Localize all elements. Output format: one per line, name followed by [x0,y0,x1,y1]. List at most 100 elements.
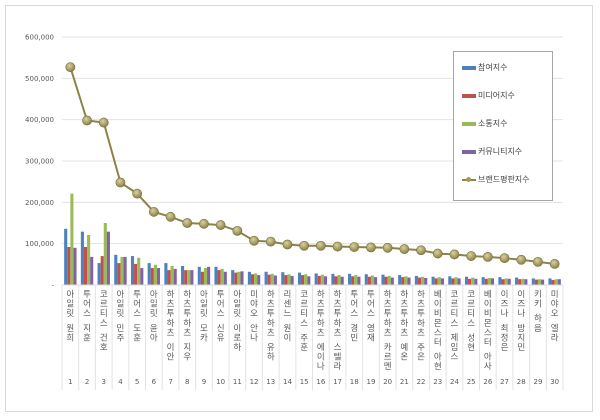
bar [457,278,461,285]
bar [551,280,555,285]
line-marker [499,253,510,264]
svg-text:로: 로 [233,333,241,343]
line-marker [399,244,410,254]
svg-text:라: 라 [551,333,559,343]
bar [234,272,238,285]
svg-text:어: 어 [217,299,225,310]
bar [454,277,458,285]
svg-text:몬: 몬 [484,319,492,329]
y-tick-label: 400,000 [25,116,54,124]
svg-text:투: 투 [417,309,425,319]
bar [184,270,188,285]
svg-text:스: 스 [350,309,358,319]
svg-text:도: 도 [133,324,141,334]
svg-text:우: 우 [183,353,191,363]
x-rank-label: 2 [85,378,89,386]
line-marker [366,242,376,253]
svg-text:최: 최 [501,323,509,334]
bar [307,276,311,285]
legend-item-participation: 참여지수 [462,62,507,73]
bar [414,275,418,285]
svg-text:츠: 츠 [334,300,342,310]
bar [434,278,438,285]
svg-text:하: 하 [384,318,392,329]
line-marker [199,218,209,229]
svg-text:카: 카 [200,333,208,343]
svg-text:하: 하 [417,318,425,329]
bar [287,274,291,285]
svg-text:원: 원 [284,324,292,334]
svg-text:티: 티 [100,309,108,319]
svg-text:투: 투 [400,309,408,319]
svg-text:안: 안 [250,323,258,334]
svg-text:주: 주 [117,333,125,343]
bar [464,276,469,285]
line-marker [282,239,293,250]
line-marker [332,241,343,252]
legend-item-media: 미디어지수 [462,90,515,101]
x-rank-label: 15 [300,378,309,386]
bar [320,274,324,285]
svg-text:일: 일 [150,300,158,310]
svg-text:즈: 즈 [517,300,525,310]
svg-text:카: 카 [384,343,392,353]
svg-text:일: 일 [233,300,241,310]
x-rank-label: 10 [216,378,225,386]
svg-text:르: 르 [300,300,308,310]
x-rank-label: 17 [333,378,342,386]
svg-text:어: 어 [350,299,358,310]
bar [401,277,405,285]
bar [114,254,118,285]
svg-text:하: 하 [183,289,191,300]
legend-label: 참여지수 [478,63,508,72]
svg-text:하: 하 [317,289,325,300]
legend-item-communication: 소통지수 [462,118,507,129]
svg-text:민: 민 [517,342,525,353]
bar [181,265,185,285]
svg-text:투: 투 [367,290,375,300]
svg-text:아: 아 [150,332,158,343]
svg-text:코: 코 [467,290,475,300]
svg-text:츠: 츠 [384,328,392,338]
bar [170,265,174,285]
svg-text:하: 하 [267,318,275,329]
svg-text:일: 일 [117,300,125,310]
svg-text:예: 예 [400,342,408,353]
svg-text:이: 이 [284,332,292,343]
svg-text:하: 하 [417,289,425,300]
line-marker [382,242,393,253]
bar [387,275,391,285]
svg-text:아: 아 [434,352,442,363]
line-marker [416,245,426,256]
y-tick-label: 100,000 [25,240,54,248]
svg-text:투: 투 [267,309,275,319]
svg-text:오: 오 [551,309,559,319]
svg-text:스: 스 [300,319,308,329]
svg-text:오: 오 [250,309,258,319]
svg-text:아: 아 [233,289,241,300]
bar [150,268,154,285]
bar [117,263,121,285]
svg-text:아: 아 [117,289,125,300]
bar [323,276,328,285]
svg-text:에: 에 [317,343,325,353]
bar [354,275,358,285]
svg-text:츠: 츠 [400,328,408,338]
svg-text:투: 투 [83,290,91,300]
bar [474,278,478,285]
bar [381,274,385,285]
svg-text:아: 아 [200,289,208,300]
x-rank-label: 11 [233,378,242,386]
svg-text:온: 온 [400,353,408,363]
svg-text:야: 야 [250,299,258,310]
